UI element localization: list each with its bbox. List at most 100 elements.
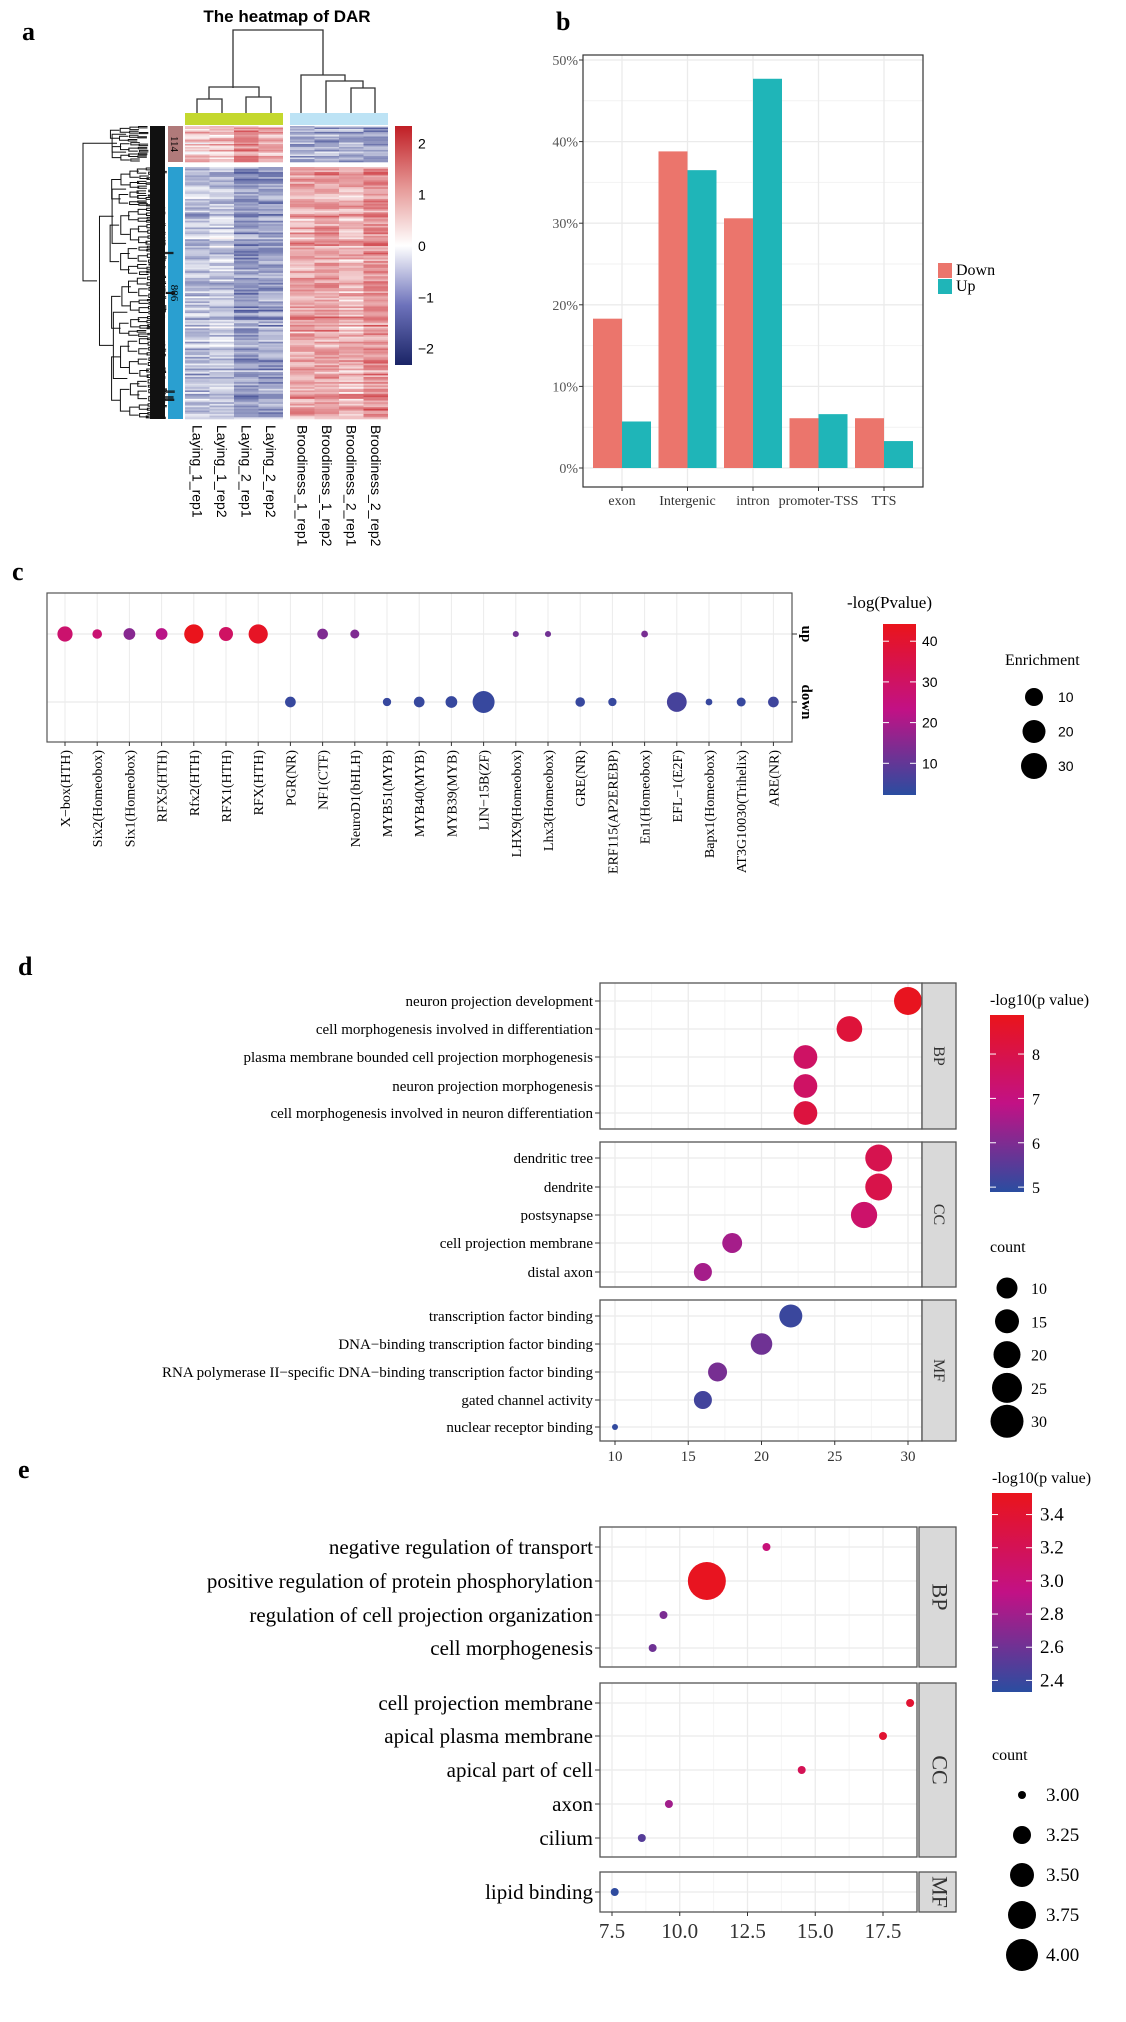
heatmap-cell [234,209,259,211]
heatmap-cell [209,139,234,142]
term-dot [693,1390,712,1410]
heatmap-cell [234,377,259,379]
heatmap-cell [363,377,388,379]
heatmap-cell [314,274,339,277]
heatmap-cell [185,323,210,326]
heatmap-cell [339,214,364,217]
heatmap-cell [363,329,388,332]
heatmap-cell [234,316,259,319]
heatmap-cell [258,167,283,169]
heatmap-cell [209,145,234,148]
heatmap-cell [209,183,234,186]
heatmap-cell [290,403,315,406]
heatmap-cell [290,150,315,152]
heatmap-cell [314,144,339,146]
heatmap-cell [363,214,388,217]
heatmap-cell [258,311,283,314]
term-label: cell projection membrane [440,1236,594,1252]
bar-up [884,441,913,468]
heatmap-cell [290,127,315,130]
heatmap-cell [258,328,283,331]
heatmap-cell [234,304,259,307]
heatmap-cell [363,237,388,240]
heatmap-cell [209,224,234,227]
size-legend-label: 10 [1058,689,1074,705]
heatmap-cell [290,378,315,381]
term-label: lipid binding [485,1880,593,1904]
heatmap-cell [314,383,339,386]
heatmap-cell [234,188,259,191]
heatmap-cell [363,365,388,368]
x-tick-label: MYB39(MYB) [445,750,460,837]
y-tick-label: 10% [552,380,578,395]
heatmap-cell [209,308,234,311]
heatmap-cell [290,229,315,232]
heatmap-cell [258,346,283,349]
heatmap-cell [258,371,283,374]
heatmap-colorbar [395,126,412,365]
heatmap-cell [234,338,259,341]
heatmap-cell [185,172,210,175]
heatmap-cell [185,277,210,280]
heatmap-cell [234,182,259,185]
heatmap-cell [339,173,364,176]
heatmap-cell [363,261,388,264]
heatmap-cell [209,301,234,304]
heatmap-cell [290,387,315,390]
heatmap-cell [363,207,388,210]
heatmap-cell [234,373,259,376]
heatmap-cell [234,287,259,290]
heatmap-cell [314,172,339,175]
heatmap-cell [314,361,339,364]
heatmap-cell [258,148,283,151]
heatmap-cell [363,340,388,343]
heatmap-cell [234,252,259,255]
heatmap-cell [185,326,210,329]
x-tick-label: MYB40(MYB) [413,750,428,837]
heatmap-cell [234,261,259,264]
heatmap-cell [363,156,388,158]
heatmap-cell [363,150,388,152]
heatmap-cell [234,266,259,269]
color-legend-bar [992,1493,1032,1692]
heatmap-cell [339,210,364,213]
heatmap-cell [258,407,283,410]
heatmap-cell [314,289,339,292]
heatmap-cell [258,387,283,390]
size-legend-dot [1018,1791,1026,1799]
heatmap-cell [339,301,364,304]
heatmap-cell [314,380,339,383]
motif-dot [413,696,425,708]
heatmap-cell [290,335,315,337]
term-dot [612,1424,618,1430]
heatmap-cell [185,272,210,275]
heatmap-cell [258,154,283,157]
heatmap-cell [234,247,259,250]
heatmap-cell [339,313,364,316]
heatmap-cell [314,178,339,181]
heatmap-cell [185,319,210,322]
heatmap-cell [290,136,315,139]
heatmap-cell [314,417,339,420]
row-cluster-bar [168,167,183,419]
size-legend-label: 30 [1031,1414,1047,1431]
heatmap-cell [339,139,364,142]
size-legend-label: 3.25 [1046,1825,1079,1846]
term-label: DNA−binding transcription factor binding [338,1337,593,1353]
heatmap-cell [290,148,315,151]
bar-up [818,414,848,468]
heatmap-cell [234,279,259,282]
heatmap-cell [185,175,210,178]
heatmap-cell [339,417,364,420]
colorbar-tick-label: 8 [1032,1047,1040,1064]
heatmap-cell [339,209,364,211]
heatmap-cell [234,183,259,186]
heatmap-cell [258,388,283,391]
heatmap-cell [290,254,315,257]
heatmap-cell [314,321,339,324]
motif-dot [768,696,779,708]
heatmap-cell [363,383,388,386]
heatmap-cell [185,410,210,413]
heatmap-cell [314,132,339,134]
heatmap-cell [258,224,283,227]
